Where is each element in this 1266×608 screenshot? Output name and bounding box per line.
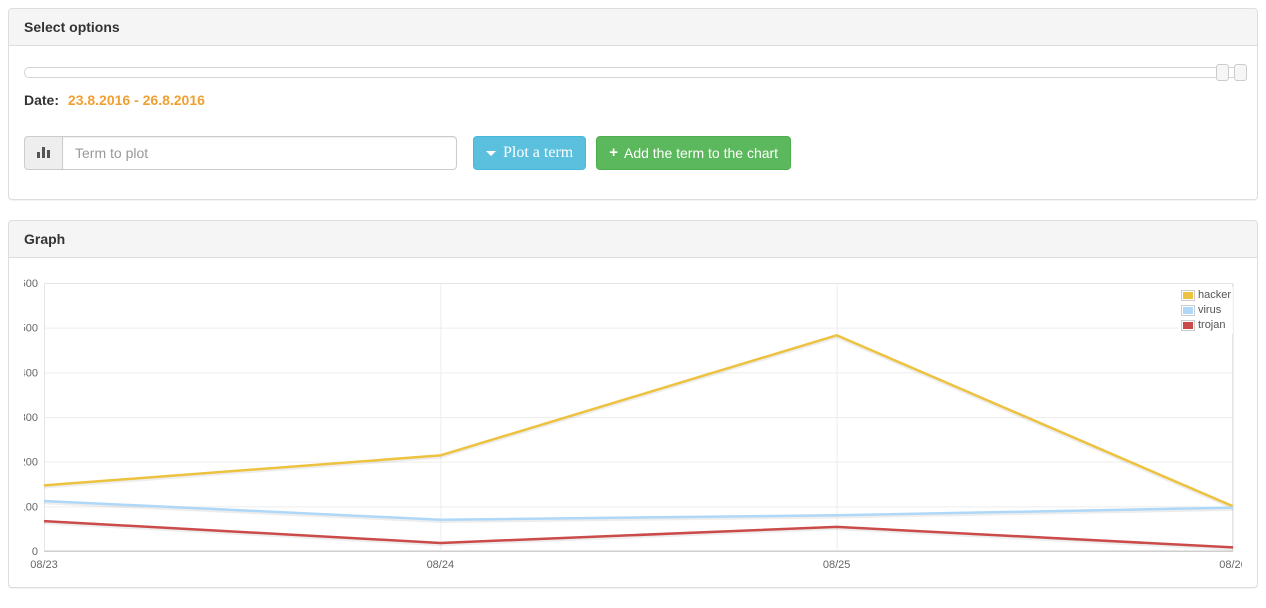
term-input-group	[24, 136, 457, 170]
legend-item-virus: virus	[1180, 303, 1231, 318]
y-axis-tick-label: 100	[24, 501, 38, 513]
add-term-button[interactable]: + Add the term to the chart	[596, 136, 792, 170]
select-options-panel: Select options Date: 23.8.2016 - 26.8.20…	[8, 8, 1258, 200]
legend-color-swatch	[1180, 305, 1195, 316]
y-axis-tick-label: 600	[24, 278, 38, 290]
date-range-value: 23.8.2016 - 26.8.2016	[67, 92, 205, 108]
graph-panel-title: Graph	[24, 231, 66, 247]
legend-item-hacker: hacker	[1180, 288, 1231, 303]
y-axis-tick-label: 0	[32, 546, 38, 558]
select-options-panel-body: Date: 23.8.2016 - 26.8.2016	[9, 46, 1257, 199]
x-axis-tick-label: 08/26	[1219, 559, 1242, 571]
series-line-hacker	[43, 334, 1234, 508]
date-line: Date: 23.8.2016 - 26.8.2016	[24, 92, 1242, 108]
y-axis-tick-label: 400	[24, 367, 38, 379]
plot-a-term-button[interactable]: Plot a term	[473, 136, 587, 170]
legend-item-trojan: trojan	[1180, 318, 1231, 333]
y-axis-tick-label: 200	[24, 457, 38, 469]
select-options-panel-heading: Select options	[9, 9, 1257, 46]
plot-border	[44, 283, 1233, 551]
x-axis-tick-label: 08/24	[427, 559, 455, 571]
bar-chart-icon	[36, 145, 51, 162]
panel-title: Select options	[24, 19, 120, 35]
page: Select options Date: 23.8.2016 - 26.8.20…	[8, 8, 1258, 588]
chart-legend: hacker virus trojan	[1178, 287, 1233, 334]
y-axis-tick-label: 300	[24, 412, 38, 424]
legend-color-swatch	[1180, 320, 1195, 331]
plot-a-term-label: Plot a term	[503, 144, 574, 161]
legend-label: virus	[1197, 304, 1222, 316]
add-term-label: Add the term to the chart	[623, 145, 779, 161]
x-axis-tick-label: 08/23	[30, 559, 58, 571]
chart-canvas: 0 100 200 300 400 500 600 08/23 08/24 08/25 08/26	[24, 278, 1242, 571]
series-shadow	[43, 336, 1234, 510]
plus-icon: +	[609, 144, 618, 161]
legend-label: trojan	[1197, 319, 1226, 331]
legend-label: hacker	[1197, 289, 1231, 301]
series-line-trojan	[43, 519, 1234, 549]
slider-handle-min[interactable]	[1216, 64, 1229, 81]
line-chart: 010020030040050060008/2308/2408/2508/26 …	[24, 273, 1242, 572]
series-shadow	[43, 501, 1234, 523]
series-shadow	[43, 521, 1234, 551]
legend-color-swatch	[1180, 290, 1195, 301]
term-input[interactable]	[62, 136, 457, 170]
y-axis-tick-label: 500	[24, 323, 38, 335]
series-line-virus	[43, 499, 1234, 521]
graph-panel: Graph 0 100 200 300 400 500 600 08/23 08/24 08/25…	[8, 220, 1258, 588]
graph-panel-heading: Graph	[9, 221, 1257, 258]
caret-down-icon	[486, 150, 496, 156]
date-label: Date:	[24, 92, 60, 108]
graph-panel-body: 010020030040050060008/2308/2408/2508/26 …	[9, 258, 1257, 587]
term-form-row: Plot a term + Add the term to the chart	[24, 136, 1242, 170]
x-axis-tick-label: 08/25	[823, 559, 851, 571]
input-addon	[24, 136, 62, 170]
date-range-slider[interactable]	[24, 64, 1247, 81]
slider-handle-max[interactable]	[1234, 64, 1247, 81]
